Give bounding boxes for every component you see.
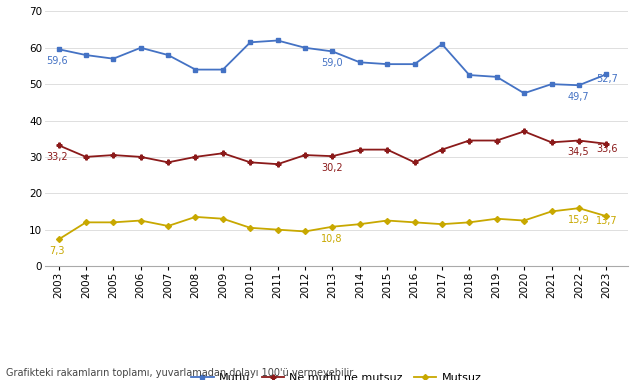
- Text: 15,9: 15,9: [568, 215, 589, 225]
- Text: 30,2: 30,2: [321, 163, 343, 173]
- Text: 7,3: 7,3: [49, 246, 65, 256]
- Text: 59,6: 59,6: [46, 56, 68, 66]
- Text: 10,8: 10,8: [321, 234, 343, 244]
- Text: 33,6: 33,6: [596, 144, 617, 154]
- Text: 59,0: 59,0: [321, 59, 343, 68]
- Legend: Mutlu, Ne mutlu ne mutsuz, Mutsuz: Mutlu, Ne mutlu ne mutsuz, Mutsuz: [187, 368, 486, 380]
- Text: 49,7: 49,7: [568, 92, 589, 102]
- Text: 13,7: 13,7: [596, 216, 618, 226]
- Text: 52,7: 52,7: [596, 74, 618, 84]
- Text: 33,2: 33,2: [46, 152, 68, 162]
- Text: 34,5: 34,5: [568, 147, 589, 157]
- Text: Grafikteki rakamların toplamı, yuvarlamadan dolayı 100'ü vermeyebilir.: Grafikteki rakamların toplamı, yuvarlama…: [6, 368, 356, 378]
